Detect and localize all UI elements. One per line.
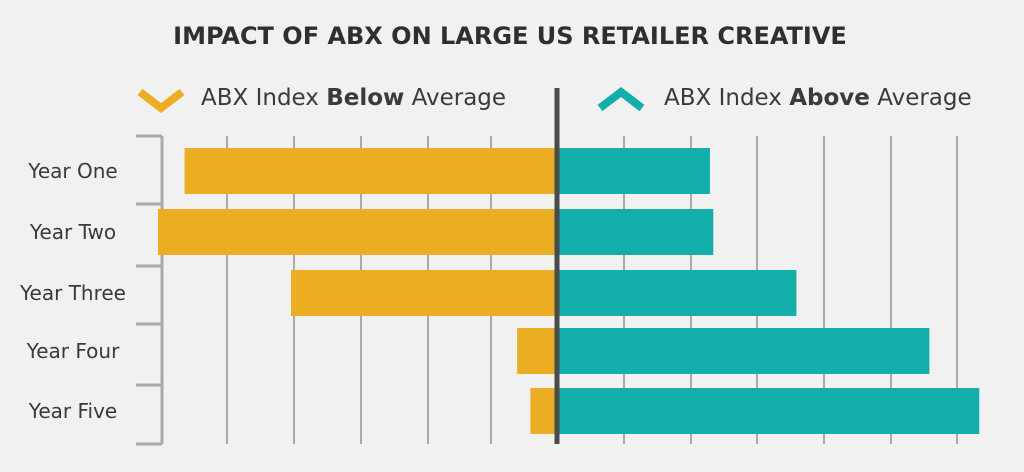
bar-below-2: [158, 209, 557, 255]
bar-above-4: [557, 328, 930, 374]
legend-above-bold: Above: [789, 85, 870, 111]
category-label: Year One: [27, 159, 117, 183]
legend-below-bold: Below: [326, 85, 404, 111]
bar-below-1: [184, 148, 557, 194]
chart-title: IMPACT OF ABX ON LARGE US RETAILER CREAT…: [173, 22, 847, 50]
bars: [158, 148, 980, 434]
bar-above-1: [557, 148, 710, 194]
legend-label-above: ABX Index Above Average: [664, 85, 972, 111]
legend-below-suffix: Average: [404, 85, 506, 111]
bar-below-5: [530, 388, 557, 434]
category-label: Year Three: [19, 281, 126, 305]
legend-below-prefix: ABX Index: [201, 85, 326, 111]
bar-above-5: [557, 388, 980, 434]
category-labels: Year One Year Two Year Three Year Four Year …: [19, 159, 126, 423]
category-label: Year Five: [28, 399, 117, 423]
category-axis: [136, 134, 164, 446]
bar-above-3: [557, 270, 797, 316]
legend-above-prefix: ABX Index: [664, 85, 789, 111]
legend-label-below: ABX Index Below Average: [201, 85, 506, 111]
bar-below-3: [291, 270, 557, 316]
chevron-up-icon: [597, 86, 645, 112]
category-label: Year Two: [29, 220, 116, 244]
legend-item-below: ABX Index Below Average: [137, 85, 506, 114]
bar-below-4: [517, 328, 557, 374]
bar-above-2: [557, 209, 714, 255]
chevron-down-icon: [137, 88, 185, 114]
category-label: Year Four: [26, 339, 120, 363]
legend-item-above: ABX Index Above Average: [597, 85, 972, 112]
legend-above-suffix: Average: [870, 85, 972, 111]
